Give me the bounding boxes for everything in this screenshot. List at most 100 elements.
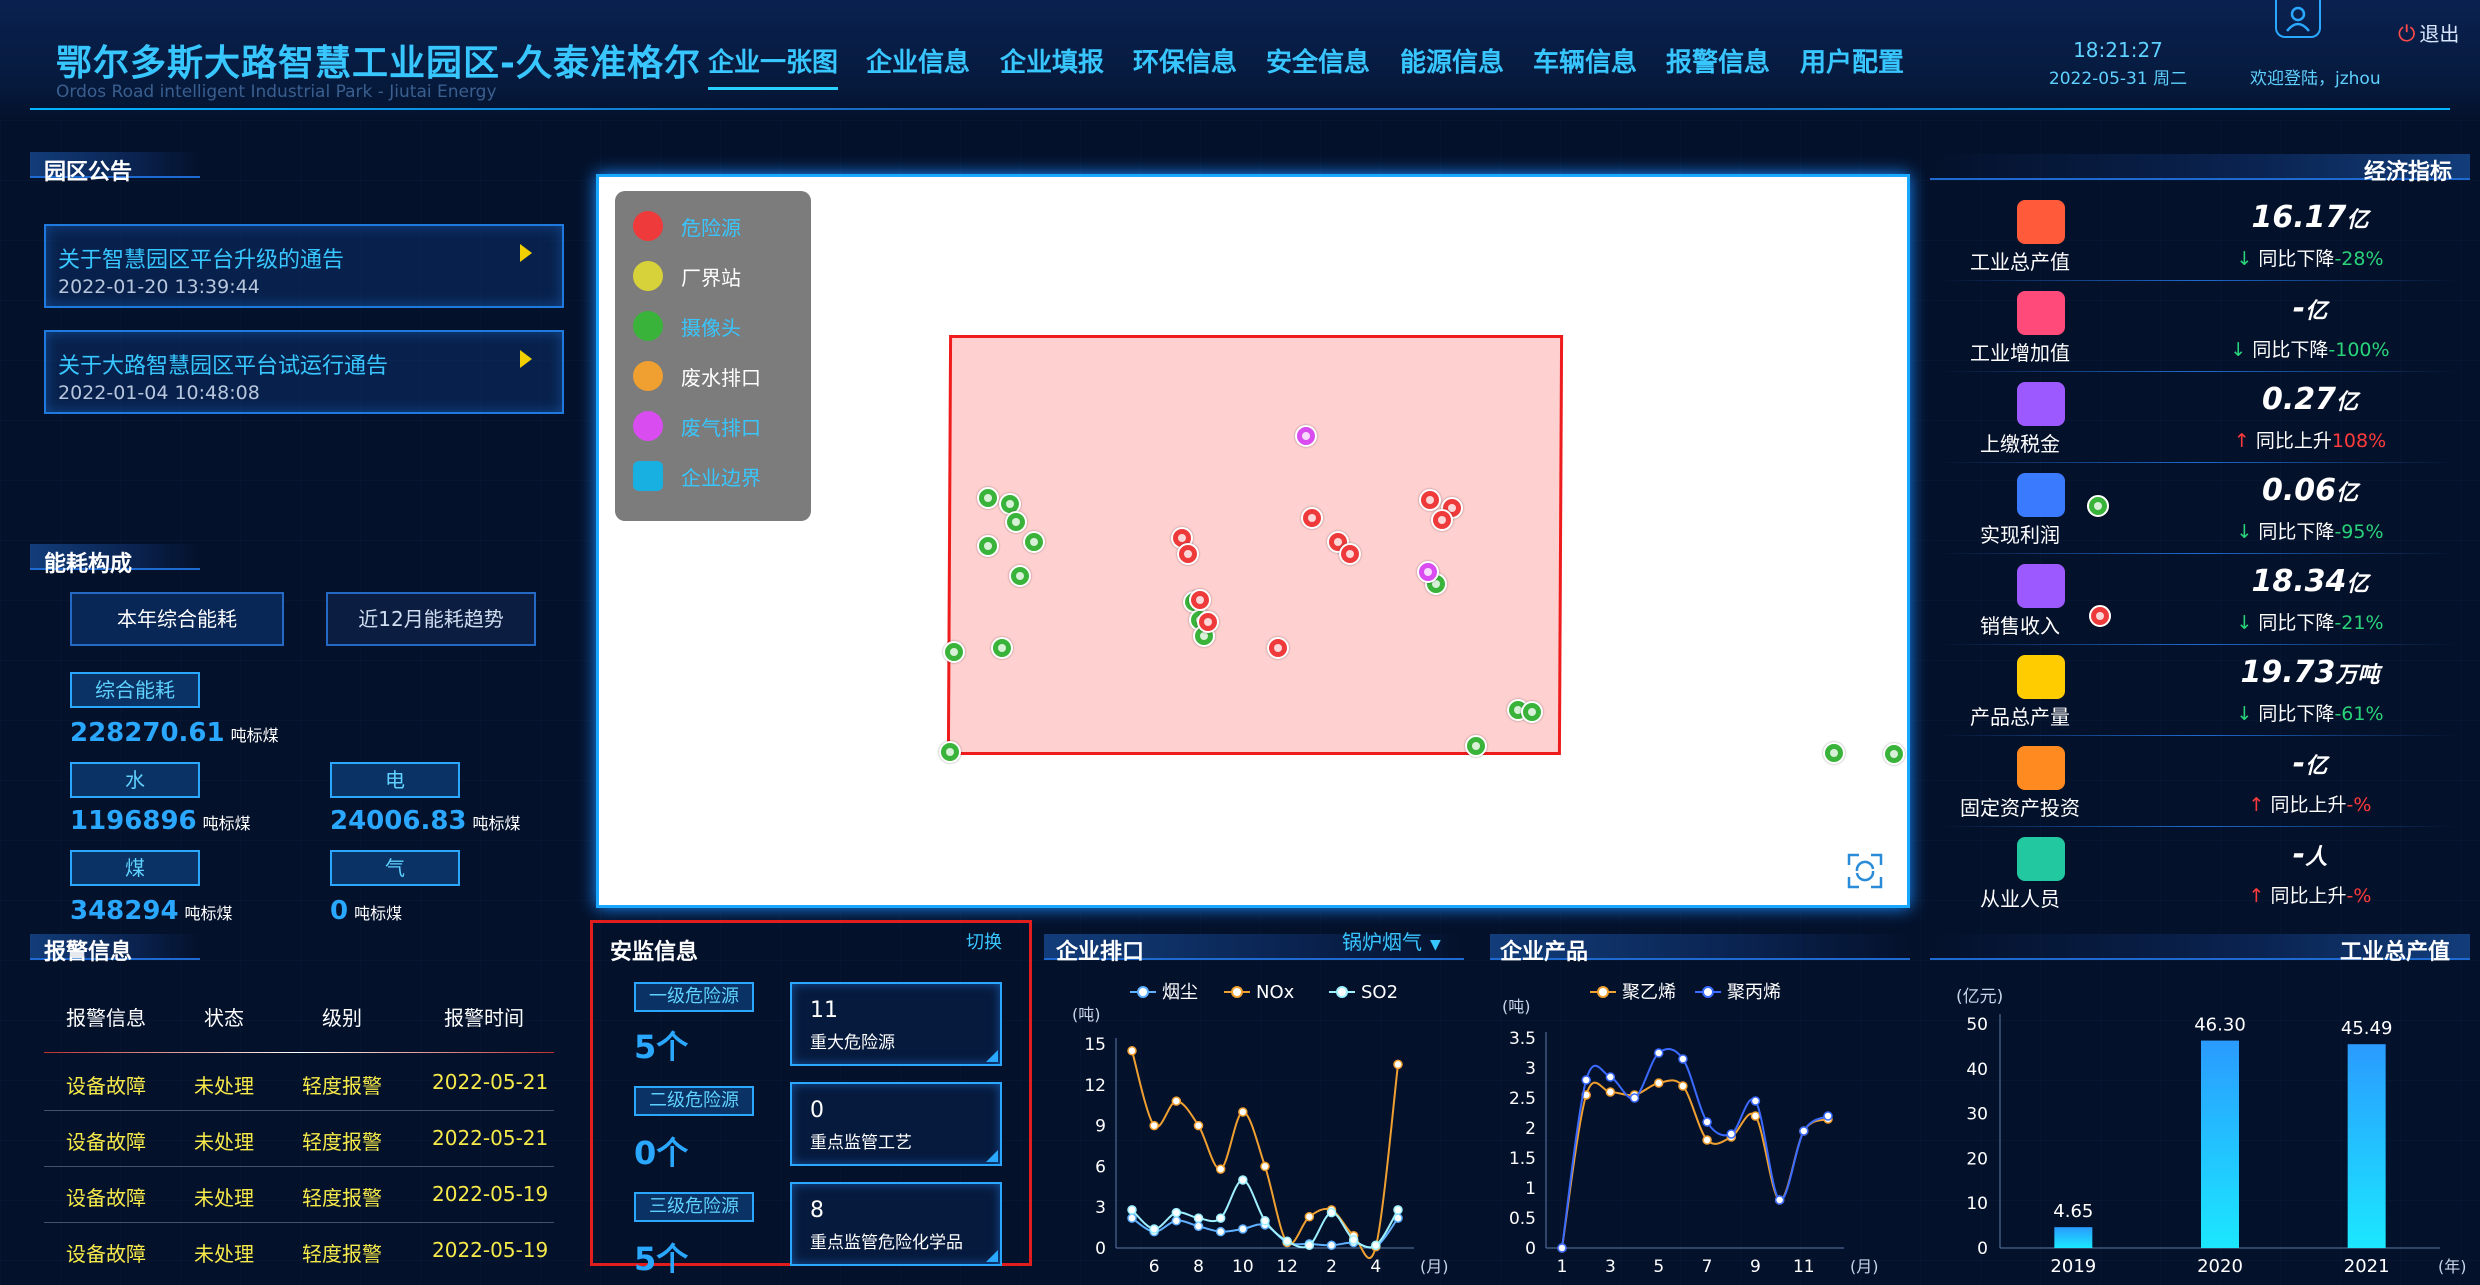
- alarm-level: 轻度报警: [302, 1074, 382, 1098]
- chevron-down-icon: ▼: [1430, 937, 1441, 953]
- hazard-marker[interactable]: [1419, 489, 1441, 511]
- legend-item-boundary[interactable]: 企业边界: [633, 461, 761, 491]
- legend-label: 聚乙烯: [1622, 982, 1676, 1003]
- data-point: [1605, 1072, 1616, 1082]
- hazard-marker[interactable]: [1339, 543, 1361, 565]
- nav-alarm[interactable]: 报警信息: [1666, 48, 1771, 78]
- alarm-level: 轻度报警: [302, 1130, 382, 1154]
- legend-item-camera[interactable]: 摄像头: [633, 311, 741, 341]
- camera-marker[interactable]: [991, 637, 1013, 659]
- notice-item[interactable]: 关于大路智慧园区平台试运行通告 2022-01-04 10:48:08: [44, 330, 564, 414]
- y-tick-label: 0.5: [1509, 1209, 1536, 1229]
- hazard-marker[interactable]: [1177, 543, 1199, 565]
- notice-section-title: 园区公告: [44, 160, 133, 185]
- econ-value-unit: 亿: [2346, 572, 2369, 597]
- y-tick-label: 2: [1525, 1119, 1536, 1139]
- econ-item-label: 销售收入: [1980, 614, 2060, 638]
- nav-safety[interactable]: 安全信息: [1266, 48, 1371, 78]
- data-point: [1653, 1048, 1664, 1058]
- key-chemical-card[interactable]: 8 重点监管危险化学品: [790, 1182, 1002, 1266]
- legend-item-wastewater[interactable]: 废水排口: [633, 361, 761, 391]
- alarm-status: 未处理: [194, 1186, 254, 1210]
- legend-label: 厂界站: [681, 265, 741, 290]
- hazard-marker[interactable]: [1197, 611, 1219, 633]
- econ-item-icon: [2017, 837, 2065, 881]
- logout-button[interactable]: ⏻ 退出: [2398, 18, 2459, 47]
- camera-marker[interactable]: [1883, 743, 1905, 765]
- alarm-col-status: 状态: [204, 1006, 244, 1030]
- user-icon: [2286, 6, 2310, 32]
- power-icon: ⏻: [2398, 22, 2416, 47]
- data-point: [1774, 1195, 1785, 1205]
- camera-marker[interactable]: [2087, 495, 2109, 517]
- camera-marker[interactable]: [1009, 565, 1031, 587]
- exhaust-marker[interactable]: [1295, 425, 1317, 447]
- legend-item-hazard[interactable]: 危险源: [633, 211, 741, 241]
- camera-marker[interactable]: [1023, 531, 1045, 553]
- emission-type-select[interactable]: 锅炉烟气 ▼: [1342, 926, 1441, 955]
- alarm-type: 设备故障: [66, 1130, 146, 1154]
- arrow-down-icon: ↓: [2236, 248, 2259, 270]
- camera-marker[interactable]: [1521, 701, 1543, 723]
- hazard-marker[interactable]: [1267, 637, 1289, 659]
- tab-annual-energy[interactable]: 本年综合能耗: [70, 592, 284, 646]
- tab-12month-trend[interactable]: 近12月能耗趋势: [326, 592, 536, 646]
- enterprise-map[interactable]: 危险源 厂界站 摄像头 废水排口 废气排口 企业边界: [596, 174, 2111, 908]
- energy-gas-number: 0: [330, 896, 349, 926]
- row-divider: [44, 1166, 554, 1167]
- y-axis-label: (吨): [1072, 1005, 1101, 1024]
- camera-marker[interactable]: [939, 741, 961, 763]
- hazard-marker[interactable]: [1189, 589, 1211, 611]
- nav-user-config[interactable]: 用户配置: [1800, 48, 1905, 78]
- y-tick-label: 9: [1095, 1117, 1106, 1137]
- card-label: 重大危险源: [810, 1033, 895, 1053]
- camera-marker[interactable]: [1823, 742, 1845, 764]
- econ-item-value: -亿: [2210, 291, 2410, 326]
- energy-section-title: 能耗构成: [44, 552, 133, 577]
- camera-marker[interactable]: [943, 641, 965, 663]
- nav-energy[interactable]: 能源信息: [1400, 48, 1505, 78]
- camera-marker[interactable]: [977, 487, 999, 509]
- exhaust-marker[interactable]: [1417, 561, 1439, 583]
- series-line: [1561, 1079, 1829, 1249]
- data-point: [1750, 1111, 1761, 1121]
- emission-line-chart: 烟尘 NOx SO2 (吨) 0 3 6 9 12 15 6 8 10 12 2 4 (月): [1072, 982, 1449, 1277]
- hazard-marker[interactable]: [1431, 509, 1453, 531]
- nav-enterprise-info[interactable]: 企业信息: [866, 48, 971, 78]
- legend-marker: [1597, 986, 1609, 998]
- legend-label: SO2: [1361, 982, 1398, 1003]
- legend-item-boundary-station[interactable]: 厂界站: [633, 261, 741, 291]
- nav-enterprise-map[interactable]: 企业一张图: [708, 42, 839, 90]
- notice-item[interactable]: 关于智慧园区平台升级的通告 2022-01-20 13:39:44: [44, 224, 564, 308]
- logout-label: 退出: [2419, 22, 2460, 46]
- arrow-down-icon: ↓: [2230, 339, 2253, 361]
- clock-date: 2022-05-31 周二: [2048, 69, 2188, 89]
- fullscreen-icon[interactable]: [1845, 851, 1885, 891]
- user-button[interactable]: [2275, 0, 2321, 38]
- bar: [2347, 1044, 2386, 1248]
- y-tick-label: 12: [1084, 1076, 1106, 1096]
- major-hazard-card[interactable]: 11 重大危险源: [790, 982, 1002, 1066]
- x-tick-label: 3: [1605, 1257, 1616, 1277]
- yoy-percent: -100%: [2328, 339, 2390, 361]
- energy-unit: 吨标煤: [354, 904, 403, 923]
- camera-marker[interactable]: [1465, 735, 1487, 757]
- legend-marker: [1336, 986, 1348, 998]
- hazard-marker[interactable]: [2089, 605, 2111, 627]
- nav-vehicle[interactable]: 车辆信息: [1533, 48, 1638, 78]
- legend-item-exhaust[interactable]: 废气排口: [633, 411, 761, 441]
- card-number: 0: [810, 1098, 824, 1123]
- camera-marker[interactable]: [977, 535, 999, 557]
- nav-enterprise-report[interactable]: 企业填报: [1000, 48, 1105, 78]
- safety-switch-button[interactable]: 切换: [966, 932, 1002, 953]
- nav-environment[interactable]: 环保信息: [1133, 48, 1238, 78]
- bar: [2054, 1227, 2093, 1248]
- product-line-chart: 聚乙烯 聚丙烯 (吨) 0 0.5 1 1.5 2 2.5 3 3.5 1 3 5 7 9 11 (月): [1502, 982, 1879, 1277]
- camera-marker[interactable]: [1005, 511, 1027, 533]
- key-process-card[interactable]: 0 重点监管工艺: [790, 1082, 1002, 1166]
- energy-unit: 吨标煤: [202, 814, 251, 833]
- energy-value-electric: 24006.83 吨标煤: [330, 806, 521, 836]
- legend-label: NOx: [1256, 982, 1295, 1003]
- series-line: [1561, 1048, 1829, 1249]
- hazard-marker[interactable]: [1301, 507, 1323, 529]
